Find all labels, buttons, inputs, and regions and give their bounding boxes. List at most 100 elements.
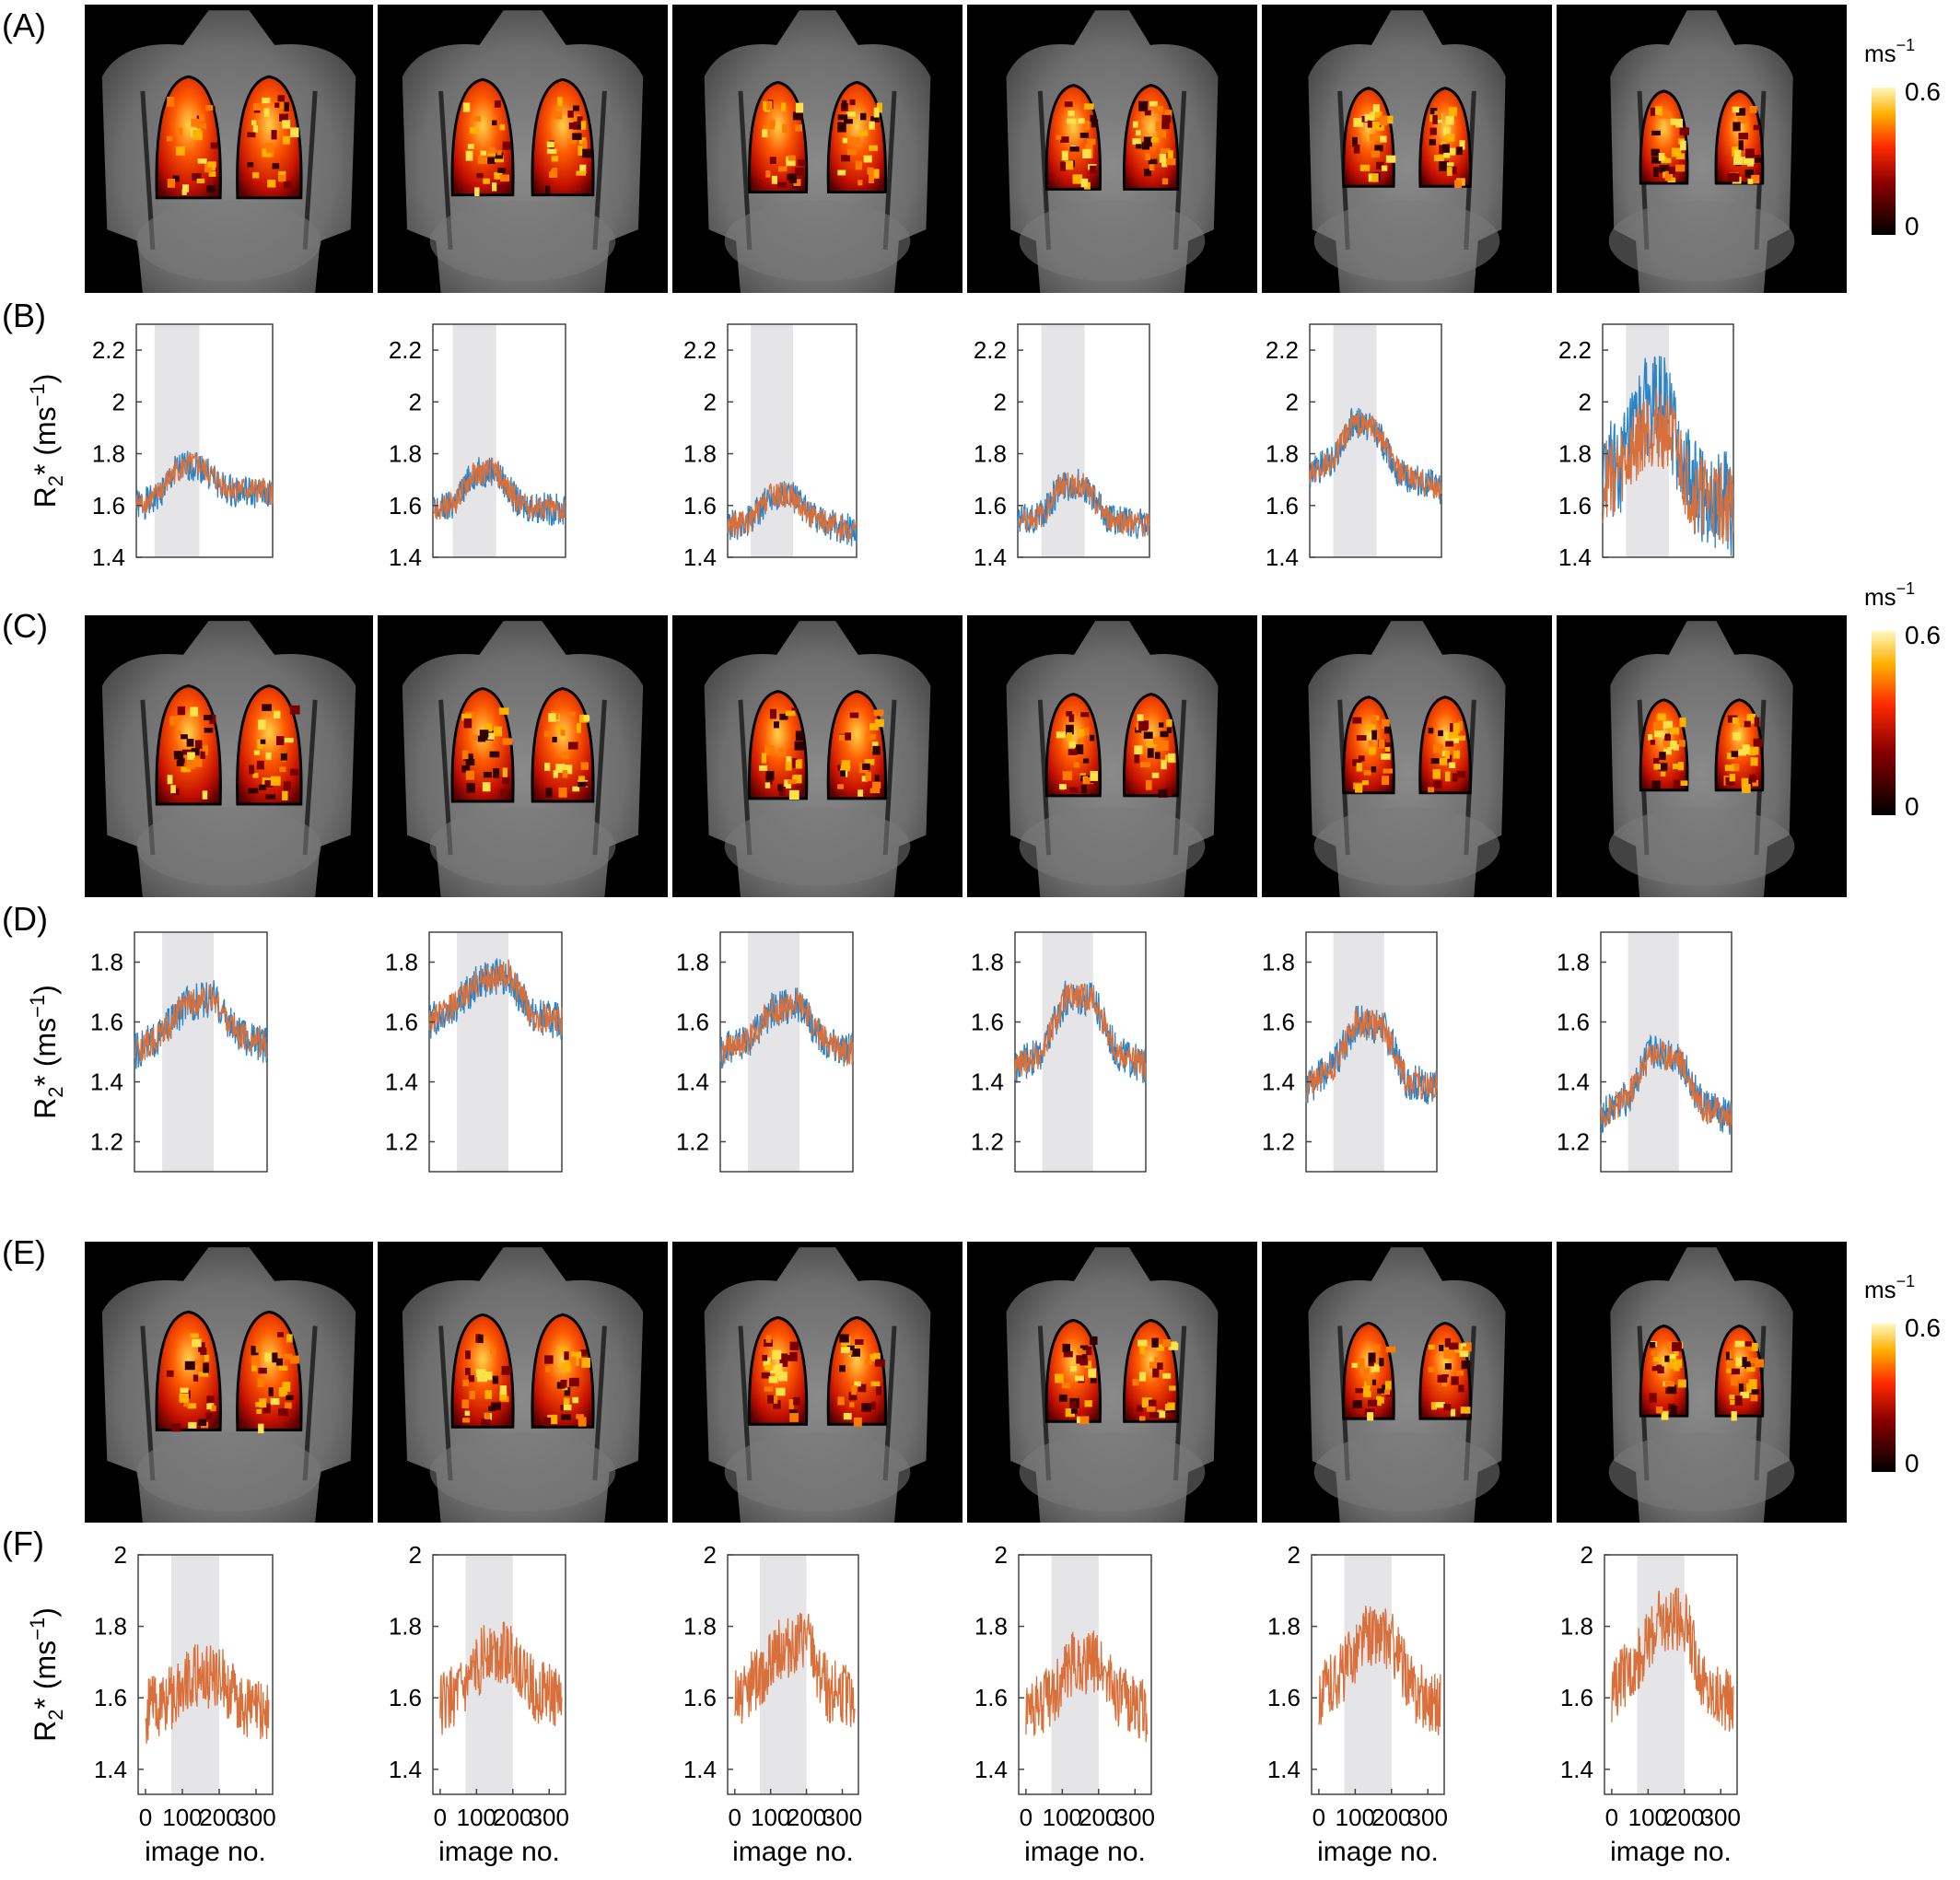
r2star-speckle	[1675, 118, 1683, 128]
r2star-speckle	[273, 710, 281, 719]
r2star-speckle	[847, 148, 857, 156]
r2star-plot: 1.2 1.4 1.6 1.8	[385, 931, 563, 1173]
r2star-speckle	[858, 789, 864, 797]
panel-label-c: (C)	[2, 607, 48, 645]
panel-label-d: (D)	[2, 900, 48, 938]
r2star-speckle	[1166, 158, 1176, 166]
r2star-speckle	[1369, 747, 1376, 755]
r2star-speckle	[1659, 165, 1670, 173]
x-tick-label: 100	[457, 1804, 496, 1831]
abdomen-shadow	[1608, 1432, 1795, 1512]
r2star-speckle	[1084, 1400, 1092, 1407]
y-tick-label: 1.6	[1560, 1684, 1593, 1711]
y-tick-label: 2	[409, 1541, 422, 1569]
r2star-speckle	[1136, 144, 1142, 149]
r2star-speckle	[1650, 107, 1660, 116]
r2star-speckle	[543, 730, 552, 737]
r2star-speckle	[552, 736, 557, 742]
axes-box	[135, 323, 274, 558]
r2star-speckle	[262, 1403, 271, 1414]
r2star-speckle	[1082, 148, 1091, 158]
r2star-speckle	[1744, 148, 1755, 158]
r2star-speckle	[1157, 1362, 1163, 1371]
r2star-speckle	[480, 150, 487, 160]
y-tick-label: 2	[1288, 1541, 1301, 1569]
r2star-speckle	[1064, 101, 1073, 108]
r2star-speckle	[1368, 173, 1375, 182]
x-tick-label: 0	[1020, 1804, 1032, 1831]
r2star-speckle	[1361, 1386, 1371, 1394]
r2star-speckle	[858, 180, 863, 186]
r2star-speckle	[1437, 1374, 1448, 1383]
r2star-speckle	[776, 1387, 786, 1396]
r2star-speckle	[851, 1349, 861, 1357]
r2star-speckle	[1746, 713, 1756, 724]
r2star-speckle	[1362, 1367, 1370, 1376]
r2star-speckle	[1155, 106, 1164, 113]
r2star-speckle	[1732, 106, 1740, 113]
y-tick-label: 1.8	[1266, 440, 1299, 468]
r2star-speckle	[257, 739, 264, 750]
r2star-speckle	[461, 1399, 470, 1408]
r2star-speckle	[545, 185, 551, 193]
x-tick-label: 300	[236, 1804, 275, 1831]
r2star-speckle	[461, 765, 471, 773]
r2star-speckle	[774, 721, 779, 729]
r2star-speckle	[569, 1377, 579, 1387]
r2star-speckle	[279, 174, 286, 182]
y-tick-label: 2.2	[1266, 336, 1299, 364]
r2star-series-all	[432, 457, 566, 526]
r2star-speckle	[282, 135, 290, 145]
y-tick-label: 1.4	[683, 1756, 717, 1783]
r2star-speckle	[568, 711, 576, 717]
y-tick-label: 1.8	[1558, 440, 1592, 468]
r2star-speckle	[284, 101, 289, 111]
r2star-speckle	[552, 168, 558, 178]
axes-box	[1311, 1554, 1445, 1795]
r2star-speckle	[1353, 144, 1360, 154]
r2star-speckle	[1090, 734, 1095, 741]
r2star-speckle	[1064, 160, 1074, 170]
r2star-speckle	[1363, 770, 1371, 776]
r2star-speckle	[870, 1381, 881, 1387]
r2star-speckle	[545, 1366, 551, 1372]
x-tick-label: 100	[1336, 1804, 1375, 1831]
r2star-speckle	[874, 775, 880, 782]
r2star-speckle	[497, 168, 507, 173]
r2star-speckle	[1355, 1388, 1364, 1394]
r2star-speckle	[1368, 1352, 1376, 1363]
r2star-series-subset	[135, 452, 274, 515]
r2star-speckle	[494, 100, 501, 108]
r2star-speckle	[784, 779, 792, 789]
r2star-speckle	[1651, 1366, 1659, 1372]
r2star-speckle	[583, 781, 589, 787]
r2star-speckle	[791, 707, 798, 713]
y-tick-label: 2.2	[92, 336, 125, 364]
r2star-speckle	[1074, 1375, 1085, 1382]
r2star-speckle	[495, 152, 504, 159]
r2star-speckle	[1373, 1344, 1381, 1351]
r2star-speckle	[1144, 169, 1151, 177]
y-tick-label: 1.6	[94, 1684, 127, 1711]
axes-box	[727, 323, 858, 558]
r2star-speckle	[1447, 167, 1452, 176]
r2star-speckle	[561, 1414, 571, 1420]
colorbar-unit-label: ms−1	[1864, 36, 1915, 67]
r2star-series-subset	[145, 1644, 270, 1744]
r2star-speckle	[264, 1352, 271, 1362]
r2star-plot: 1.4 1.6 1.8 2 2.2	[389, 323, 566, 571]
r2star-speckle	[572, 114, 580, 122]
r2star-speckle	[488, 146, 496, 154]
r2star-speckle	[1164, 110, 1172, 117]
r2star-speckle	[1753, 738, 1763, 748]
r2star-speckle	[1169, 1342, 1179, 1350]
r2star-speckle	[1084, 1360, 1092, 1368]
r2star-speckle	[1443, 1404, 1452, 1411]
r2star-series-subset	[439, 1620, 563, 1735]
r2star-speckle	[766, 100, 772, 111]
r2star-speckle	[200, 751, 205, 759]
r2star-speckle	[1374, 145, 1383, 152]
r2star-speckle	[850, 136, 861, 146]
r2star-speckle	[846, 111, 857, 117]
r2star-speckle	[1352, 136, 1358, 147]
